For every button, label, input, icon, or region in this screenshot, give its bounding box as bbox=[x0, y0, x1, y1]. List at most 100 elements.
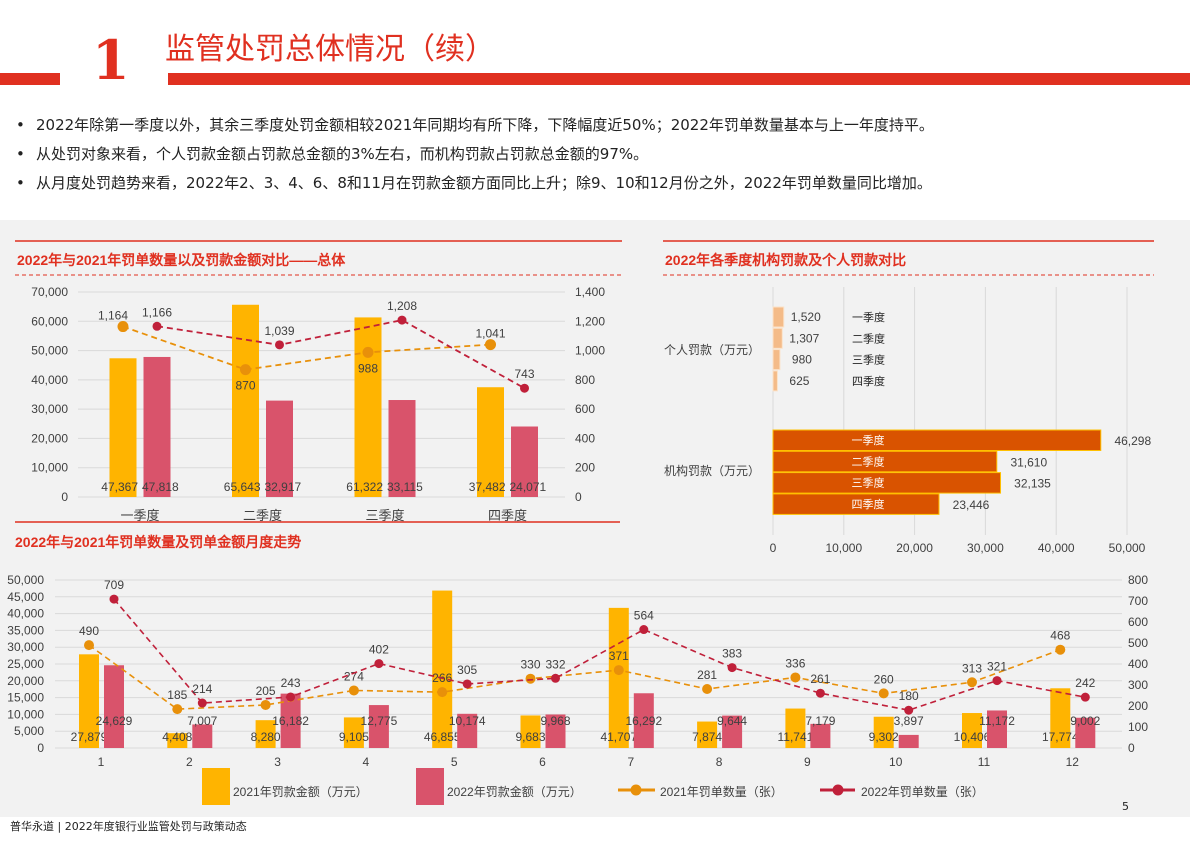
right-axis-tick: 300 bbox=[1128, 678, 1148, 692]
right-axis-tick: 1,400 bbox=[575, 285, 605, 299]
line-marker bbox=[967, 677, 977, 688]
bar-data-label: 7,874 bbox=[692, 730, 722, 744]
line-marker bbox=[1080, 692, 1090, 702]
bar-2022 bbox=[987, 710, 1007, 748]
line-marker bbox=[109, 594, 119, 604]
bar-data-label: 47,818 bbox=[142, 480, 179, 494]
line-marker bbox=[1055, 644, 1066, 655]
bar-2022 bbox=[1075, 717, 1096, 748]
line-marker bbox=[437, 687, 448, 698]
bar-2021 bbox=[697, 721, 718, 748]
line-data-label: 214 bbox=[192, 682, 212, 696]
left-axis-tick: 35,000 bbox=[7, 623, 44, 637]
line-marker bbox=[878, 688, 889, 699]
bar-2022 bbox=[810, 723, 831, 748]
right-axis-tick: 200 bbox=[575, 461, 595, 475]
group-label: 机构罚款（万元） bbox=[664, 463, 760, 478]
bar-data-label: 10,406 bbox=[954, 730, 991, 744]
x-axis-label: 12 bbox=[1066, 755, 1080, 769]
legend-label: 2021年罚单数量（张） bbox=[660, 784, 783, 799]
bar-data-label: 12,775 bbox=[361, 714, 398, 728]
right-axis-tick: 200 bbox=[1128, 699, 1148, 713]
right-axis-tick: 800 bbox=[575, 373, 595, 387]
left-axis-tick: 0 bbox=[61, 490, 68, 504]
left-axis-tick: 45,000 bbox=[7, 590, 44, 604]
bar-data-label: 7,179 bbox=[805, 714, 835, 728]
legend-label: 2022年罚单数量（张） bbox=[861, 784, 984, 799]
page-title: 监管处罚总体情况（续） bbox=[165, 32, 495, 67]
chart-title: 2022年与2021年罚单数量以及罚款金额对比——总体 bbox=[17, 252, 346, 268]
line-2021 bbox=[88, 644, 1061, 710]
bar-category-label: 三季度 bbox=[852, 476, 885, 490]
left-axis-tick: 40,000 bbox=[7, 607, 44, 621]
line-data-label: 383 bbox=[722, 647, 742, 661]
header-bar-right bbox=[168, 73, 1190, 85]
x-axis-label: 四季度 bbox=[488, 508, 527, 523]
x-axis-label: 8 bbox=[716, 755, 723, 769]
bar-category-label: 一季度 bbox=[852, 433, 885, 447]
bar-data-label: 625 bbox=[789, 374, 809, 388]
line-marker bbox=[702, 683, 713, 694]
bar-category-label: 二季度 bbox=[852, 331, 885, 345]
bar-data-label: 9,644 bbox=[717, 714, 747, 728]
bar-2021 bbox=[873, 716, 894, 748]
bar-data-label: 9,683 bbox=[515, 730, 545, 744]
x-axis-tick: 50,000 bbox=[1109, 541, 1146, 555]
chart-title: 2022年与2021年罚单数量及罚单金额月度走势 bbox=[15, 534, 301, 550]
left-axis-tick: 60,000 bbox=[31, 314, 68, 328]
x-axis-tick: 0 bbox=[770, 541, 777, 555]
bar-data-label: 32,917 bbox=[265, 480, 302, 494]
line-data-label: 261 bbox=[810, 672, 830, 686]
line-data-label: 332 bbox=[545, 657, 565, 671]
page-number: 5 bbox=[1122, 800, 1129, 813]
line-data-label: 243 bbox=[281, 676, 301, 690]
line-marker bbox=[551, 673, 560, 683]
line-data-label: 1,041 bbox=[475, 327, 505, 341]
left-axis-tick: 5,000 bbox=[14, 724, 44, 738]
bar-2021 bbox=[343, 717, 364, 748]
bar-data-label: 1,520 bbox=[791, 310, 821, 324]
line-data-label: 321 bbox=[987, 660, 1007, 674]
left-axis-tick: 20,000 bbox=[7, 674, 44, 688]
bar-2021 bbox=[962, 713, 982, 748]
bar-data-label: 9,002 bbox=[1070, 714, 1100, 728]
right-axis-tick: 400 bbox=[1128, 657, 1148, 671]
line-data-label: 330 bbox=[520, 658, 540, 672]
line-data-label: 1,166 bbox=[142, 305, 172, 319]
x-axis-label: 7 bbox=[627, 755, 634, 769]
x-axis-label: 11 bbox=[978, 755, 991, 769]
line-marker bbox=[904, 705, 914, 715]
line-data-label: 371 bbox=[609, 649, 629, 663]
line-data-label: 305 bbox=[457, 663, 477, 677]
line-data-label: 1,208 bbox=[387, 299, 417, 313]
bar-data-label: 65,643 bbox=[224, 480, 261, 494]
line-2022 bbox=[156, 319, 525, 389]
right-axis-tick: 0 bbox=[1128, 741, 1135, 755]
bar-2021 bbox=[432, 590, 453, 748]
chart-title: 2022年各季度机构罚款及个人罚款对比 bbox=[665, 252, 906, 268]
line-marker bbox=[639, 625, 649, 635]
bar-2022 bbox=[368, 705, 389, 748]
line-data-label: 564 bbox=[634, 609, 654, 623]
left-axis-tick: 15,000 bbox=[7, 691, 44, 705]
institution-bar bbox=[772, 429, 1102, 451]
bar-data-label: 3,897 bbox=[894, 714, 924, 728]
right-axis-tick: 600 bbox=[575, 402, 595, 416]
line-marker bbox=[152, 321, 162, 331]
bar-data-label: 11,741 bbox=[777, 730, 813, 744]
bar-2021 bbox=[785, 708, 806, 748]
bar-2022 bbox=[192, 724, 213, 748]
bar-data-label: 9,968 bbox=[540, 714, 570, 728]
bar-2021 bbox=[354, 317, 382, 497]
bar-2022 bbox=[511, 426, 538, 497]
bar-2022 bbox=[388, 400, 416, 497]
bar-data-label: 24,071 bbox=[510, 480, 547, 494]
bar-data-label: 9,302 bbox=[869, 730, 899, 744]
line-marker bbox=[260, 699, 271, 710]
bar-data-label: 37,482 bbox=[469, 480, 506, 494]
legend-marker bbox=[630, 784, 642, 796]
x-axis-tick: 10,000 bbox=[825, 541, 862, 555]
bar-data-label: 46,298 bbox=[1114, 434, 1151, 448]
